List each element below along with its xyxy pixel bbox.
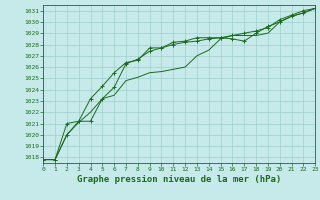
X-axis label: Graphe pression niveau de la mer (hPa): Graphe pression niveau de la mer (hPa) bbox=[77, 175, 281, 184]
